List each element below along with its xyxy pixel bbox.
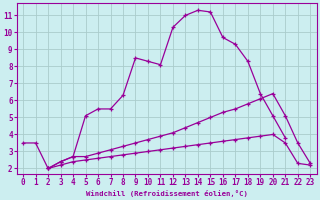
X-axis label: Windchill (Refroidissement éolien,°C): Windchill (Refroidissement éolien,°C) xyxy=(86,190,248,197)
